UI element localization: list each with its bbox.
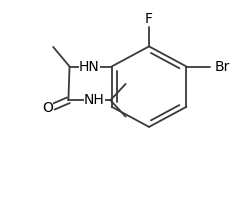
Text: HN: HN [79,60,100,74]
Text: F: F [145,12,153,26]
Text: NH: NH [84,93,105,107]
Text: Br: Br [215,60,230,74]
Text: O: O [42,101,53,115]
